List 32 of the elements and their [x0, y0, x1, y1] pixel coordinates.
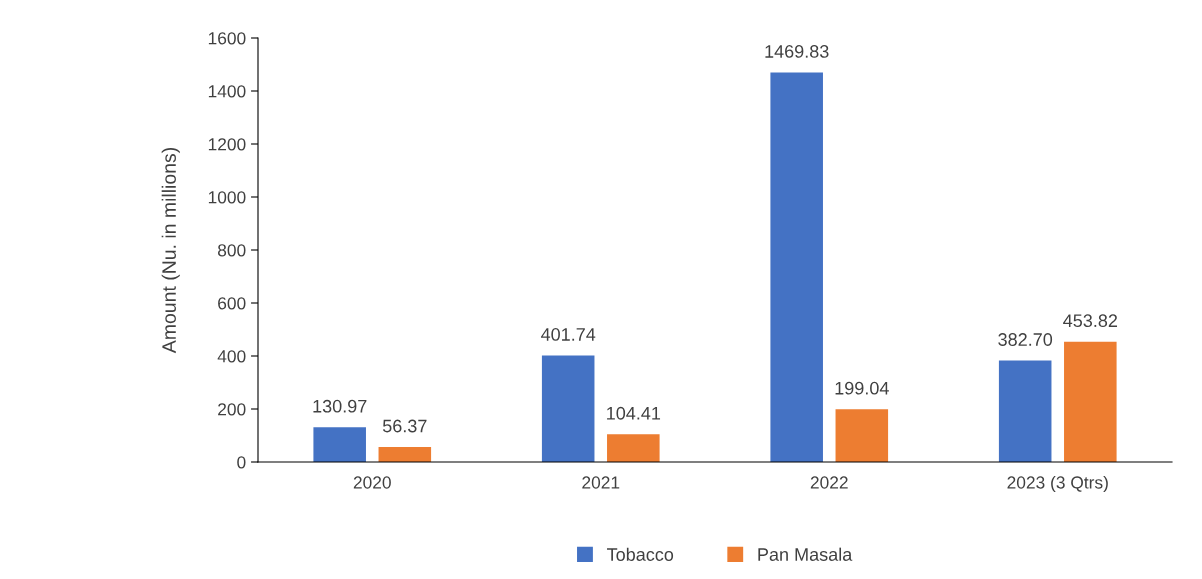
y-tick-label: 200	[218, 403, 246, 416]
y-axis-title: Amount (Nu. in millions)	[161, 148, 180, 354]
y-tick-label: 0	[237, 456, 246, 469]
legend-label: Pan Masala	[758, 547, 853, 561]
data-label: 1469.83	[765, 45, 829, 58]
y-tick-label: 400	[217, 350, 246, 363]
data-label: 104.41	[607, 406, 661, 420]
data-label: 199.04	[835, 381, 889, 395]
y-tick-label: 600	[218, 297, 246, 310]
legend-label: Tobacco	[607, 547, 674, 561]
y-tick-label: 1000	[208, 191, 246, 204]
x-tick-label: 2020	[353, 476, 391, 489]
data-label: 382.70	[998, 333, 1053, 346]
y-tick-label: 1600	[208, 32, 246, 45]
x-tick-label: 2023 (3 Qtrs)	[1007, 475, 1108, 493]
data-label: 453.82	[1063, 314, 1118, 328]
bar	[607, 434, 660, 462]
y-tick-label: 1400	[208, 85, 246, 98]
x-tick-label: 2022	[810, 476, 848, 489]
data-label: 401.74	[540, 328, 596, 341]
bar	[835, 409, 889, 462]
bar	[770, 72, 823, 462]
x-tick-label: 2021	[582, 476, 620, 489]
bar	[313, 427, 366, 462]
bar	[541, 355, 595, 462]
bar	[998, 360, 1052, 462]
y-tick-label: 800	[217, 244, 246, 257]
y-tick-label: 1200	[208, 138, 246, 151]
bar	[1064, 341, 1117, 462]
data-label: 56.37	[382, 419, 427, 433]
data-label: 130.97	[313, 399, 367, 413]
bar	[378, 447, 432, 462]
